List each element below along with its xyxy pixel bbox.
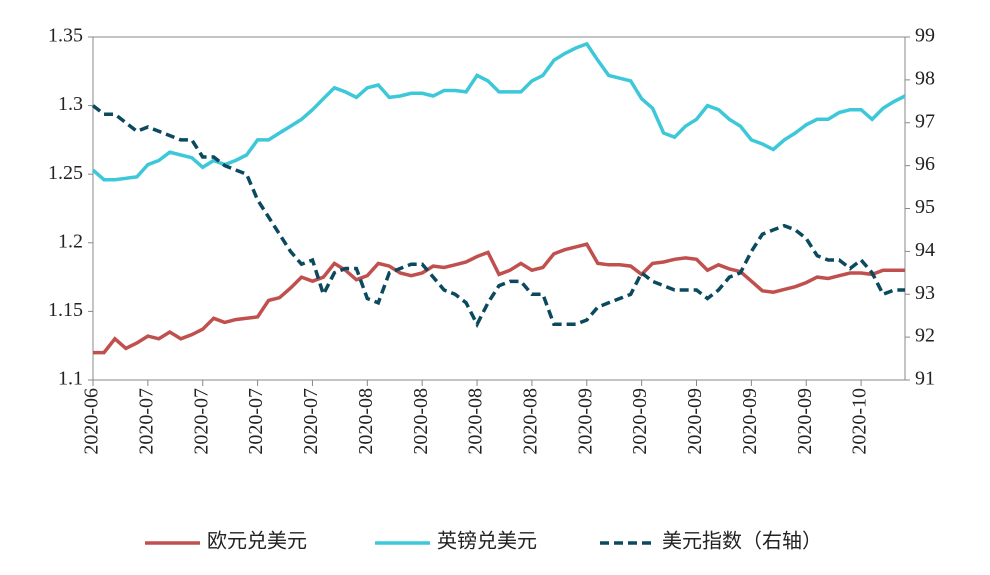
y2-tick-label: 91	[915, 368, 935, 390]
x-tick-label: 2020-08	[355, 388, 377, 455]
x-tick-label: 2020-07	[135, 388, 157, 455]
x-tick-label: 2020-08	[465, 388, 487, 455]
x-tick-label: 2020-08	[520, 388, 542, 455]
y2-tick-label: 93	[915, 282, 935, 304]
y2-tick-label: 94	[915, 239, 935, 261]
y-tick-label: 1.3	[58, 93, 83, 115]
x-tick-label: 2020-07	[190, 388, 212, 455]
y2-tick-label: 95	[915, 196, 935, 218]
series-line	[91, 104, 905, 329]
y-tick-label: 1.35	[48, 25, 83, 47]
x-tick-label: 2020-10	[849, 388, 871, 455]
x-tick-label: 2020-07	[300, 388, 322, 455]
legend-label: 欧元兑美元	[207, 530, 307, 553]
x-tick-label: 2020-07	[245, 388, 267, 455]
legend-label: 英镑兑美元	[437, 530, 537, 553]
plot-frame	[92, 36, 906, 381]
x-tick-label: 2020-09	[574, 388, 596, 455]
y2-tick-label: 98	[915, 67, 935, 89]
x-tick-label: 2020-09	[684, 388, 706, 455]
y-tick-label: 1.15	[48, 299, 83, 321]
y-tick-label: 1.2	[58, 230, 83, 252]
y2-tick-label: 97	[915, 110, 935, 132]
y-tick-label: 1.25	[48, 162, 83, 184]
y2-tick-label: 99	[915, 25, 935, 47]
legend-label: 美元指数（右轴）	[662, 530, 822, 553]
x-tick-label: 2020-06	[81, 388, 103, 455]
y2-tick-label: 96	[915, 153, 935, 175]
x-tick-label: 2020-09	[739, 388, 761, 455]
series-line	[91, 41, 906, 182]
y2-tick-label: 92	[915, 325, 935, 347]
x-tick-label: 2020-09	[794, 388, 816, 455]
series-line	[93, 242, 905, 355]
x-tick-label: 2020-09	[629, 388, 651, 455]
x-tick-label: 2020-08	[410, 388, 432, 455]
y-tick-label: 1.1	[58, 368, 83, 390]
